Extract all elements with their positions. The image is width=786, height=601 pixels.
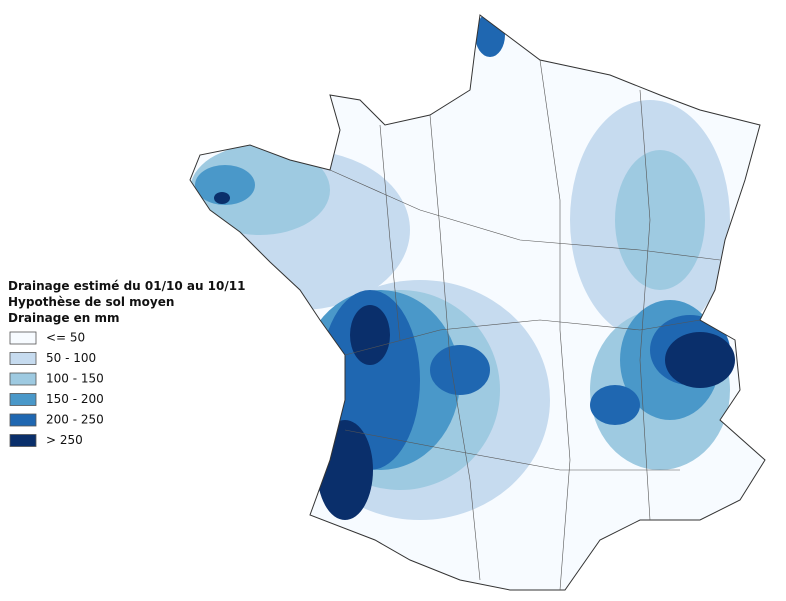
legend-label: 200 - 250	[46, 413, 104, 427]
legend-title: Drainage estimé du 01/10 au 10/11	[8, 279, 246, 293]
legend-swatch	[9, 372, 37, 386]
legend-label: > 250	[46, 433, 83, 447]
department-borders	[329, 59, 721, 591]
class-area	[214, 192, 230, 204]
class-area	[317, 420, 373, 520]
legend-swatch	[9, 393, 37, 406]
legend-swatch	[9, 413, 37, 427]
legend: <= 50 50 - 100 100 - 150 150 - 200 200 - 250…	[9, 331, 104, 447]
drainage-fill	[190, 15, 765, 590]
legend-swatch	[9, 434, 37, 447]
legend-swatch	[9, 331, 37, 345]
legend-title: Hypothèse de sol moyen	[8, 295, 175, 309]
class-area	[350, 305, 390, 365]
class-area	[665, 332, 735, 388]
legend-title: Drainage en mm	[8, 311, 120, 325]
country-outline	[189, 14, 766, 591]
class-area	[615, 150, 705, 290]
legend-label: 150 - 200	[46, 392, 104, 406]
legend-label: 100 - 150	[46, 372, 104, 386]
class-area	[430, 345, 490, 395]
legend-label: 50 - 100	[46, 351, 96, 365]
legend-label: <= 50	[46, 331, 85, 345]
class-area	[590, 385, 640, 425]
class-area	[195, 165, 255, 205]
legend-swatch	[9, 352, 37, 365]
